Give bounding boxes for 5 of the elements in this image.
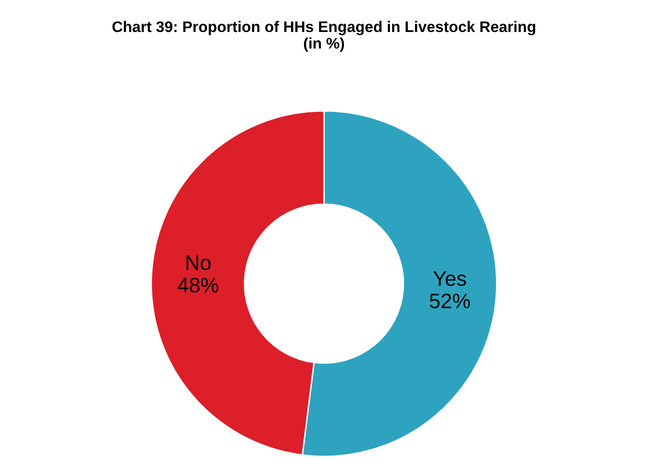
slice-label: No bbox=[186, 256, 211, 270]
data-label: 48% bbox=[178, 278, 218, 293]
data-label: 52% bbox=[430, 294, 470, 308]
slice-label: Yes bbox=[433, 271, 466, 286]
chart-title: Chart 39: Proportion of HHs Engaged in Livestock Rearing (in %) bbox=[112, 20, 536, 52]
